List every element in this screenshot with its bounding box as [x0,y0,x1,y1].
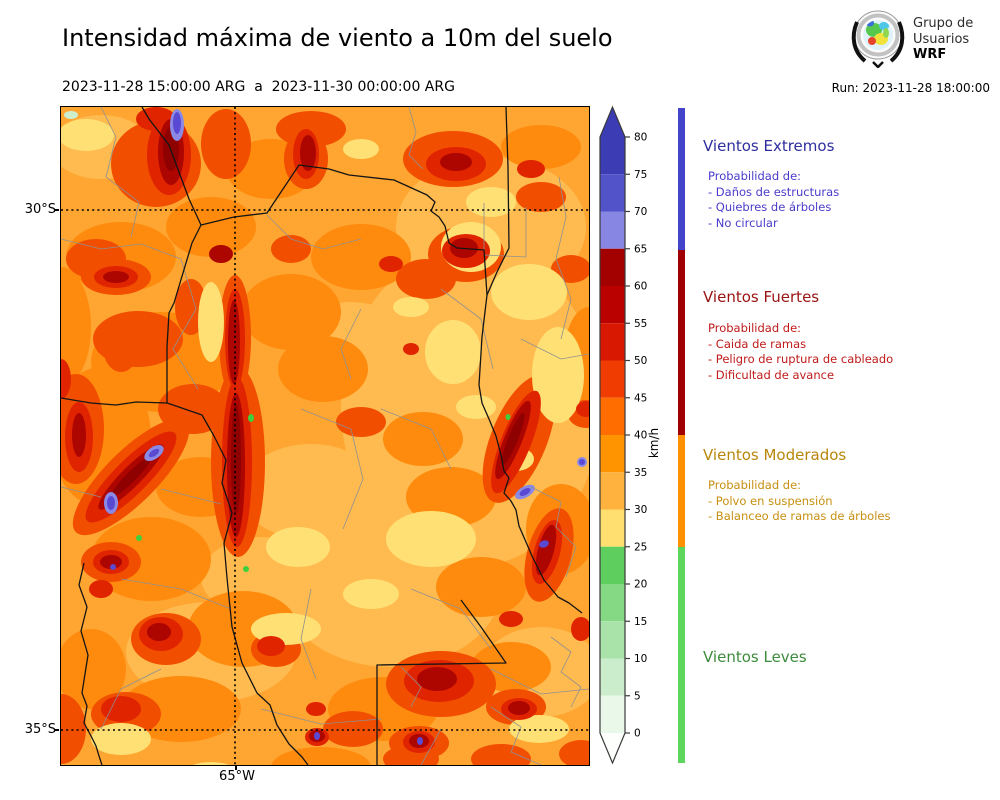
bar-fuertes [678,250,685,435]
prob-header: Probabilidad de: [708,478,802,492]
category-title-fuertes: Vientos Fuertes [703,288,820,306]
page-title: Intensidad máxima de viento a 10m del su… [62,24,613,52]
wrf-logo-icon [851,10,905,68]
svg-text:75: 75 [634,169,647,181]
svg-text:55: 55 [634,318,647,330]
colorbar-segments [600,137,625,733]
category-title-extremos: Vientos Extremos [703,137,835,155]
prob-item: - Peligro de ruptura de cableado [708,352,894,367]
prob-header: Probabilidad de: [708,321,802,335]
logo-line-3: WRF [913,47,947,62]
logo-line-2: Usuarios [913,31,970,47]
svg-text:0: 0 [634,728,641,740]
category-details-moderados: Probabilidad de: - Polvo en suspensión -… [708,478,890,525]
bar-moderados [678,435,685,547]
svg-text:25: 25 [634,541,647,553]
svg-text:20: 20 [634,579,647,591]
prob-item: - Dificultad de avance [708,367,835,382]
svg-text:80: 80 [634,132,647,144]
colorbar: 80 75 70 65 60 55 50 45 40 35 30 25 20 1… [599,105,661,765]
category-color-bar [678,108,685,763]
wrf-logo: Grupo de Usuarios WRF [850,8,973,68]
prob-item: - Quiebres de árboles [708,200,832,215]
wrf-logo-text: Grupo de Usuarios WRF [913,8,973,63]
category-details-extremos: Probabilidad de: - Daños de estructuras … [708,169,839,231]
bar-extremos [678,108,685,250]
category-title-leves: Vientos Leves [703,648,807,666]
svg-text:30: 30 [634,504,647,516]
svg-text:35: 35 [634,467,647,479]
svg-text:15: 15 [634,616,647,628]
colorbar-tick-labels: 80 75 70 65 60 55 50 45 40 35 30 25 20 1… [634,132,647,740]
prob-item: - Balanceo de ramas de árboles [708,509,891,524]
prob-item: - Caida de ramas [708,336,807,351]
prob-item: - No circular [708,215,778,230]
category-details-fuertes: Probabilidad de: - Caida de ramas - Peli… [708,321,893,383]
svg-text:40: 40 [634,430,647,442]
prob-header: Probabilidad de: [708,169,802,183]
svg-text:10: 10 [634,653,647,665]
prob-item: - Daños de estructuras [708,184,840,199]
wind-intensity-map [60,106,590,766]
category-title-moderados: Vientos Moderados [703,446,847,464]
colorbar-unit-label: km/h [647,428,661,458]
colorbar-tick-marks [625,136,630,734]
bar-leves [678,547,685,763]
lat-label-35s: 35°S [24,722,56,737]
model-run-label: Run: 2023-11-28 18:00:00 [831,81,990,95]
colorbar-arrow-down [600,733,625,763]
y-axis-tick-30s [54,209,59,211]
y-axis-tick-35s [54,729,59,731]
valid-period: 2023-11-28 15:00:00 ARG a 2023-11-30 00:… [62,79,455,95]
wind-field-graphic [61,107,589,765]
lat-label-30s: 30°S [24,202,56,217]
colorbar-arrow-up [600,107,625,137]
lon-label-65w: 65°W [219,769,255,784]
svg-text:45: 45 [634,392,647,404]
svg-text:5: 5 [634,690,641,702]
logo-line-1: Grupo de [913,16,974,31]
svg-text:60: 60 [634,281,647,293]
svg-text:65: 65 [634,243,647,255]
svg-text:50: 50 [634,355,647,367]
prob-item: - Polvo en suspensión [708,493,833,508]
x-axis-tick-65w [235,765,237,770]
svg-text:70: 70 [634,206,647,218]
